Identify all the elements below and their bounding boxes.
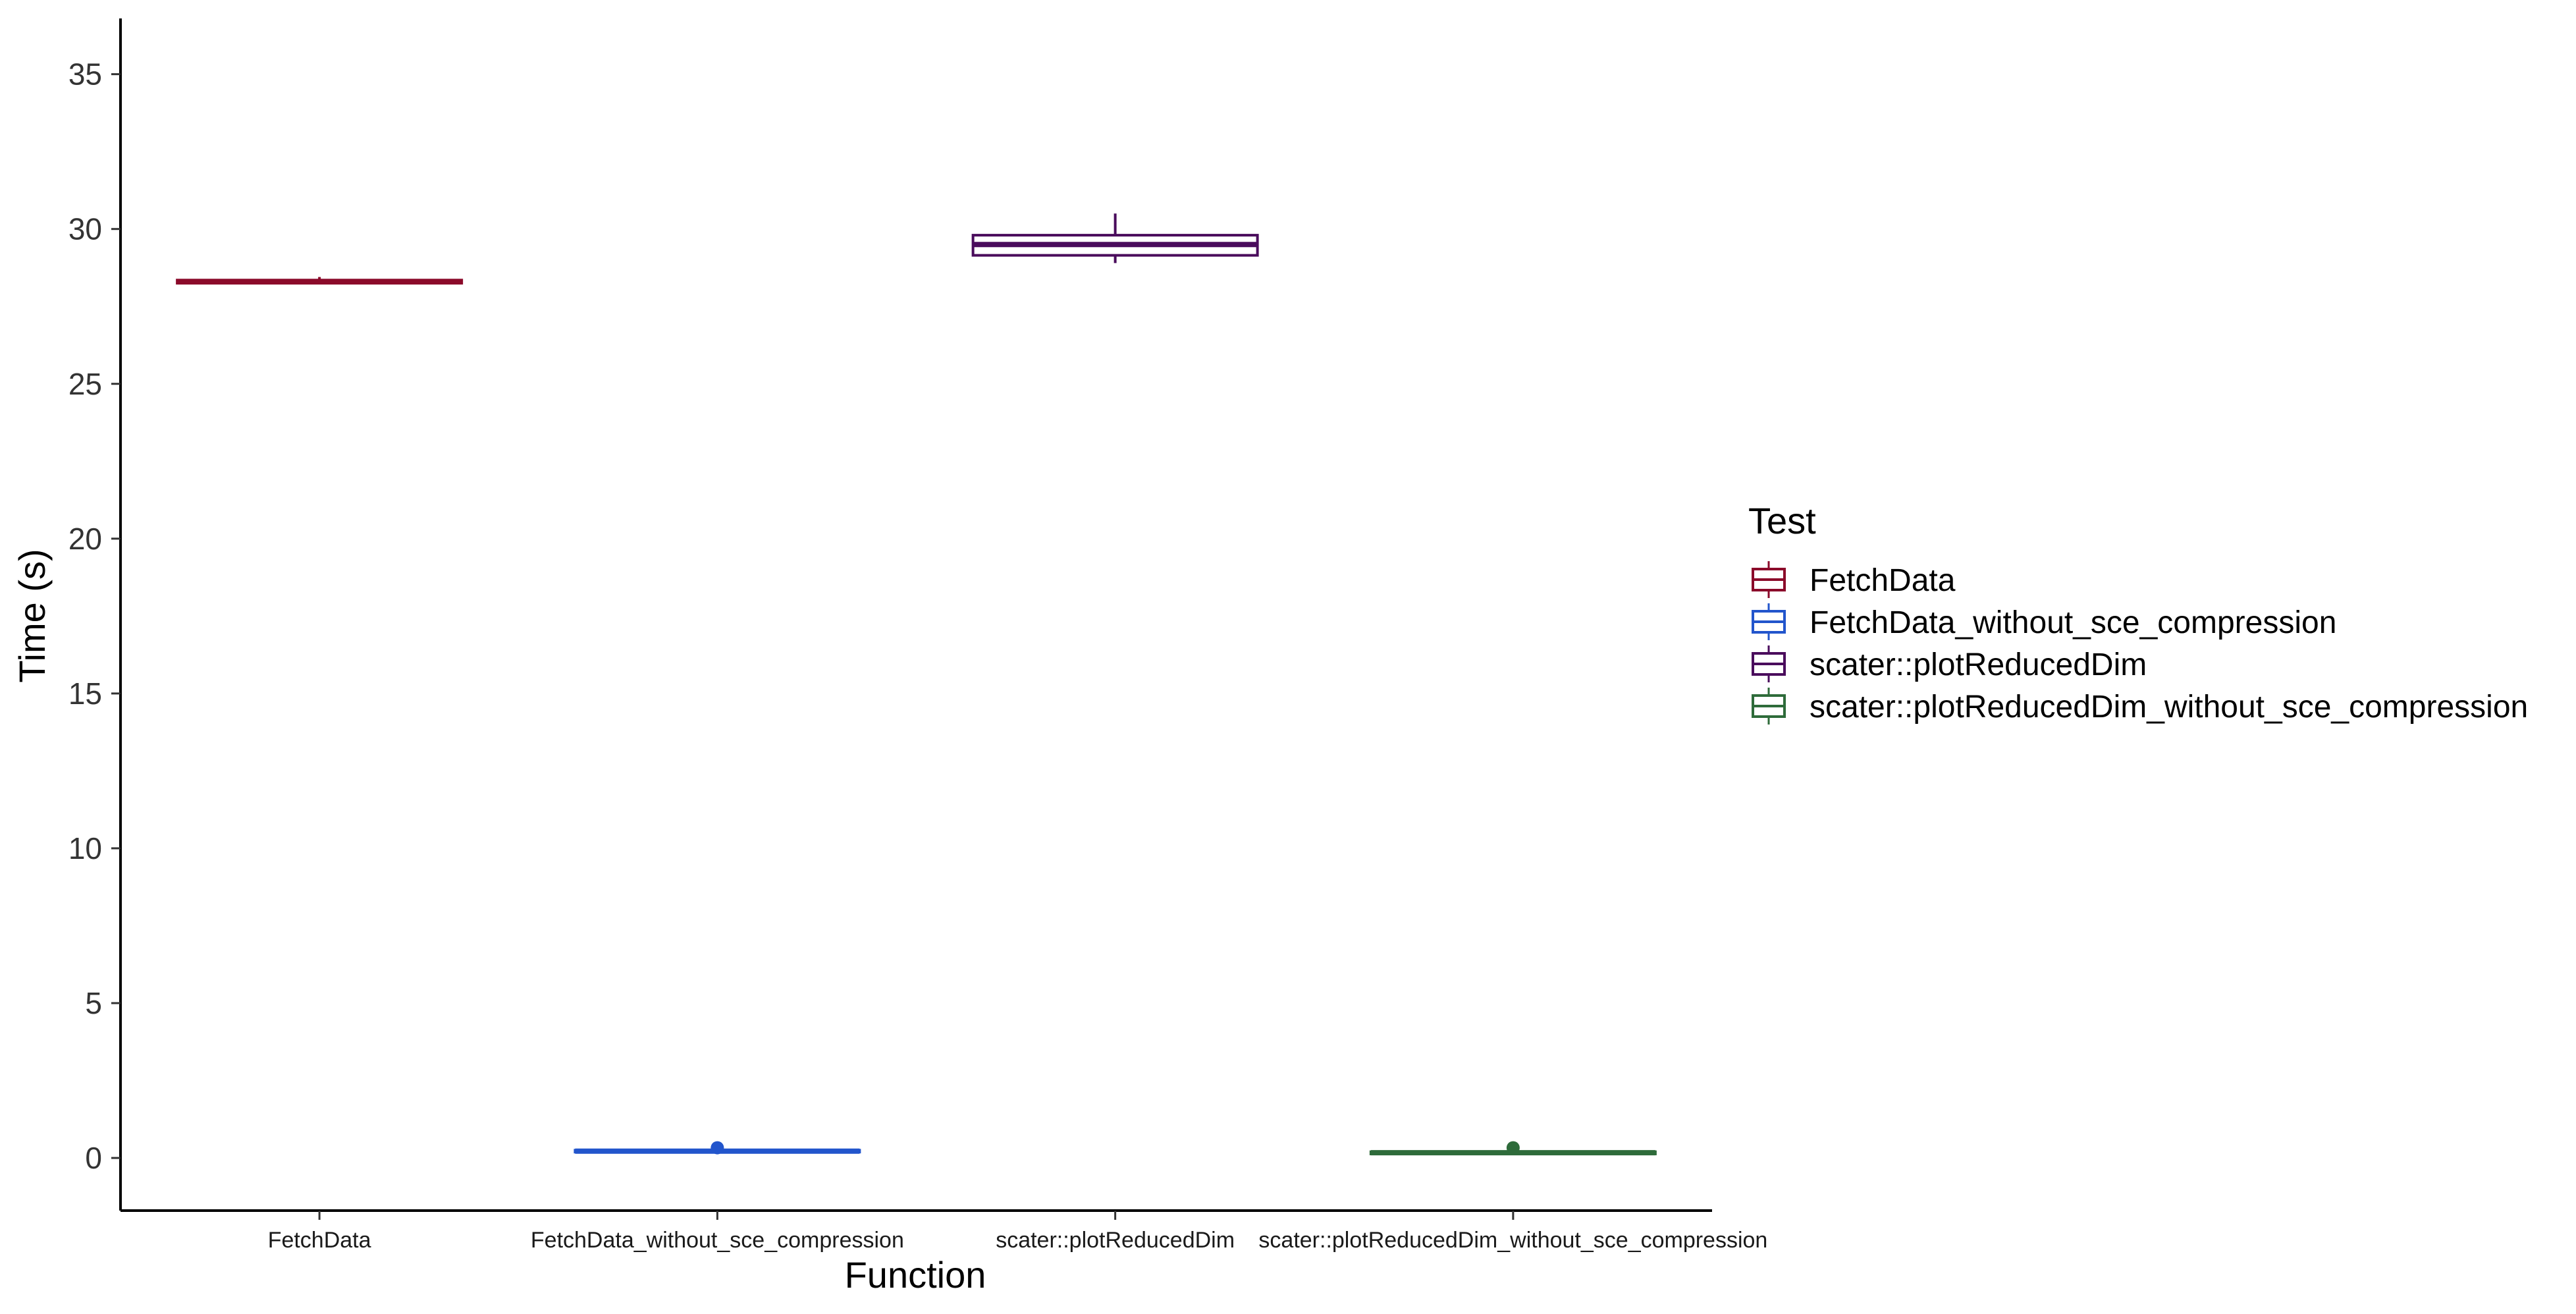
plot-area bbox=[176, 213, 1657, 1156]
legend-item-1: FetchData_without_sce_compression bbox=[1752, 603, 2336, 640]
legend-label: scater::plotReducedDim_without_sce_compr… bbox=[1810, 690, 2528, 725]
outlier-point bbox=[1506, 1141, 1520, 1155]
x-tick-label: scater::plotReducedDim_without_sce_compr… bbox=[1258, 1228, 1767, 1253]
box-0 bbox=[176, 277, 464, 285]
legend-label: FetchData_without_sce_compression bbox=[1810, 605, 2336, 640]
x-axis-title: Function bbox=[845, 1254, 986, 1296]
y-tick-label: 30 bbox=[68, 212, 102, 246]
box-1 bbox=[574, 1141, 861, 1155]
legend-item-3: scater::plotReducedDim_without_sce_compr… bbox=[1752, 688, 2528, 725]
y-tick-label: 0 bbox=[85, 1141, 102, 1175]
y-tick-label: 25 bbox=[68, 367, 102, 401]
legend-item-2: scater::plotReducedDim bbox=[1752, 645, 2147, 682]
legend-label: FetchData bbox=[1810, 563, 1956, 598]
legend-title: Test bbox=[1748, 500, 1816, 541]
y-tick-label: 5 bbox=[85, 986, 102, 1020]
legend: Test FetchData FetchData_without_sce_comp… bbox=[1748, 500, 2528, 725]
x-tick-label: FetchData_without_sce_compression bbox=[531, 1228, 904, 1253]
legend-item-0: FetchData bbox=[1752, 561, 1956, 598]
x-tick-label: scater::plotReducedDim bbox=[996, 1228, 1235, 1253]
y-tick-label: 35 bbox=[68, 57, 102, 92]
y-tick-label: 10 bbox=[68, 831, 102, 865]
axes: 0 5 10 15 20 25 30 35 FetchData FetchData_without… bbox=[68, 18, 1767, 1253]
legend-label: scater::plotReducedDim bbox=[1810, 647, 2147, 682]
y-axis-title: Time (s) bbox=[11, 549, 53, 682]
y-tick-label: 20 bbox=[68, 522, 102, 556]
x-tick-label: FetchData bbox=[268, 1228, 371, 1253]
box-2 bbox=[971, 213, 1259, 263]
box-3 bbox=[1369, 1141, 1657, 1156]
outlier-point bbox=[711, 1141, 724, 1155]
y-tick-label: 15 bbox=[68, 676, 102, 711]
